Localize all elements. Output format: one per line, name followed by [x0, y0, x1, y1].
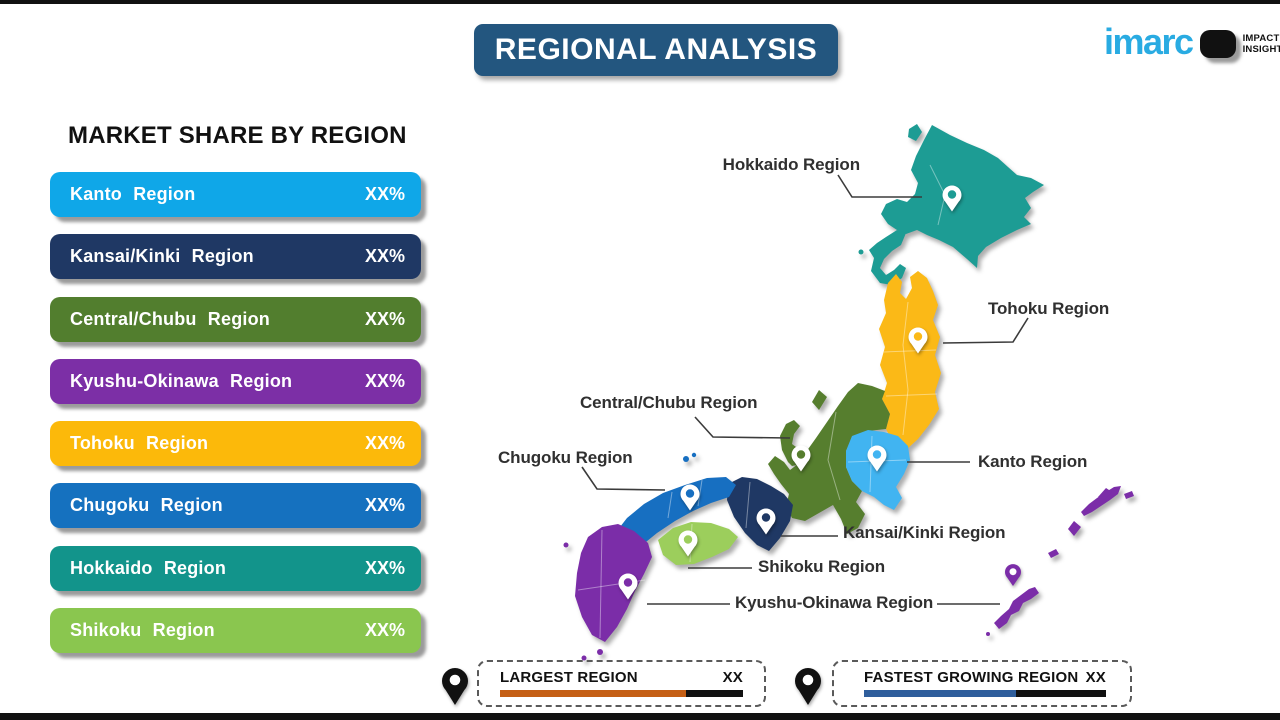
- map-label-kansai: Kansai/Kinki Region: [843, 523, 1006, 542]
- hokkaido-pin-icon: [942, 185, 962, 212]
- share-bar-value: XX%: [364, 620, 405, 641]
- okinawa-islet: [1124, 491, 1134, 499]
- largest-region-bar-fill: [500, 690, 686, 697]
- amami-islands-shape: [1098, 488, 1112, 500]
- share-bar-kyushu: Kyushu-Okinawa Region XX%: [50, 358, 421, 404]
- fastest-region-value: XX: [1085, 669, 1106, 686]
- okinawa-islet: [1048, 549, 1059, 558]
- chugoku-pin-icon: [680, 484, 700, 511]
- amami-islands-shape: [1081, 486, 1121, 516]
- kyushu-islet-dot: [581, 655, 587, 661]
- map-label-kyushu: Kyushu-Okinawa Region: [735, 593, 934, 612]
- share-bar-label: Central/Chubu Region: [70, 308, 270, 329]
- share-bar-kansai: Kansai/Kinki Region XX%: [50, 234, 421, 280]
- map-label-shikoku: Shikoku Region: [758, 557, 886, 576]
- share-bar-shikoku: Shikoku Region XX%: [50, 608, 421, 654]
- shikoku-region-shape: [658, 522, 738, 565]
- logo-tagline-line1: IMPACTFUL: [1242, 33, 1280, 44]
- share-bar-value: XX%: [364, 370, 405, 391]
- oki-island-dot: [683, 456, 689, 462]
- map-label-tohoku: Tohoku Region: [988, 299, 1110, 318]
- chubu-pin-icon: [791, 445, 811, 472]
- chubu-connector: [694, 416, 791, 439]
- fastest-region-bar-remainder: [1016, 690, 1106, 697]
- page-title: REGIONAL ANALYSIS: [494, 33, 818, 66]
- share-bar-kanto: Kanto Region XX%: [50, 172, 421, 217]
- logo-divider: [1199, 30, 1236, 58]
- imarc-logo: imarc IMPACTFUL INSIGHTS: [1104, 24, 1280, 60]
- share-bar-value: XX%: [364, 246, 405, 267]
- tohoku-connector: [942, 317, 1029, 344]
- okinawa-main-island-shape: [994, 587, 1039, 629]
- okinawa-islet: [1068, 521, 1081, 536]
- share-bar-label: Kansai/Kinki Region: [70, 246, 254, 267]
- share-bar-chugoku: Chugoku Region XX%: [50, 483, 421, 529]
- map-label-hokkaido: Hokkaido Region: [722, 155, 860, 174]
- share-bar-label: Hokkaido Region: [70, 557, 227, 578]
- share-bar-label: Tohoku Region: [70, 433, 209, 454]
- largest-region-bar-remainder: [685, 690, 743, 697]
- share-bar-value: XX%: [364, 308, 405, 329]
- share-bar-value: XX%: [364, 433, 405, 454]
- share-bar-label: Kanto Region: [70, 184, 196, 204]
- logo-tagline: IMPACTFUL INSIGHTS: [1243, 33, 1280, 55]
- top-border-strip: [0, 0, 1280, 4]
- chubu-region-shape: [768, 383, 890, 534]
- fastest-region-legend: FASTEST GROWING REGION XX: [832, 660, 1132, 707]
- map-label-chugoku: Chugoku Region: [498, 448, 633, 467]
- label-connectors: [581, 174, 1029, 605]
- fastest-region-label: FASTEST GROWING REGION: [864, 669, 1079, 686]
- okinawa-pin-icon: [1005, 564, 1021, 586]
- oki-island-dot: [691, 452, 697, 458]
- map-label-chubu: Central/Chubu Region: [580, 393, 758, 412]
- largest-region-label: LARGEST REGION: [500, 669, 638, 686]
- shikoku-pin-icon: [678, 530, 698, 557]
- tohoku-pin-icon: [908, 327, 928, 354]
- fastest-region-bar-fill: [864, 690, 1017, 697]
- title-banner: REGIONAL ANALYSIS: [474, 24, 838, 76]
- bottom-border-strip: [0, 713, 1280, 720]
- kyushu-islet-dot: [563, 542, 569, 548]
- hokkaido-islet: [908, 124, 922, 141]
- chugoku-region-shape: [613, 477, 736, 549]
- market-share-list: Kanto Region XX% Kansai/Kinki Region XX%…: [50, 172, 421, 654]
- okinawa-islet-dot: [986, 632, 990, 636]
- largest-region-pin-icon: [442, 668, 468, 705]
- chugoku-connector: [581, 466, 666, 491]
- map-label-kanto: Kanto Region: [978, 452, 1088, 471]
- logo-brand-text: imarc: [1104, 21, 1194, 62]
- share-bar-value: XX%: [364, 184, 405, 204]
- share-bar-hokkaido: Hokkaido Region XX%: [50, 545, 421, 591]
- kanto-pin-icon: [867, 445, 887, 472]
- hokkaido-connector: [837, 174, 922, 198]
- largest-region-value: XX: [722, 669, 743, 686]
- largest-region-legend: LARGEST REGION XX: [477, 660, 766, 707]
- hokkaido-peninsula-shape: [869, 230, 906, 285]
- largest-region-bar: [500, 690, 743, 697]
- kyushu-region-shape: [575, 524, 652, 642]
- market-share-heading: MARKET SHARE BY REGION: [68, 122, 407, 149]
- kyushu-islet-dot: [597, 649, 603, 655]
- share-bar-value: XX%: [364, 495, 405, 516]
- hokkaido-region-shape: [881, 125, 1044, 268]
- share-bar-label: Kyushu-Okinawa Region: [70, 370, 293, 391]
- kansai-pin-icon: [756, 508, 776, 535]
- hokkaido-islet-dot: [858, 249, 864, 255]
- sado-island-shape: [812, 390, 827, 410]
- kyushu-pin-icon: [618, 573, 638, 600]
- fastest-region-pin-icon: [795, 668, 821, 705]
- tohoku-region-shape: [879, 271, 941, 450]
- share-bar-value: XX%: [364, 557, 405, 578]
- share-bar-label: Shikoku Region: [70, 620, 215, 641]
- share-bar-label: Chugoku Region: [70, 495, 223, 516]
- logo-tagline-line2: INSIGHTS: [1242, 44, 1280, 55]
- fastest-region-bar: [864, 690, 1106, 697]
- share-bar-chubu: Central/Chubu Region XX%: [50, 296, 421, 342]
- share-bar-tohoku: Tohoku Region XX%: [50, 421, 421, 467]
